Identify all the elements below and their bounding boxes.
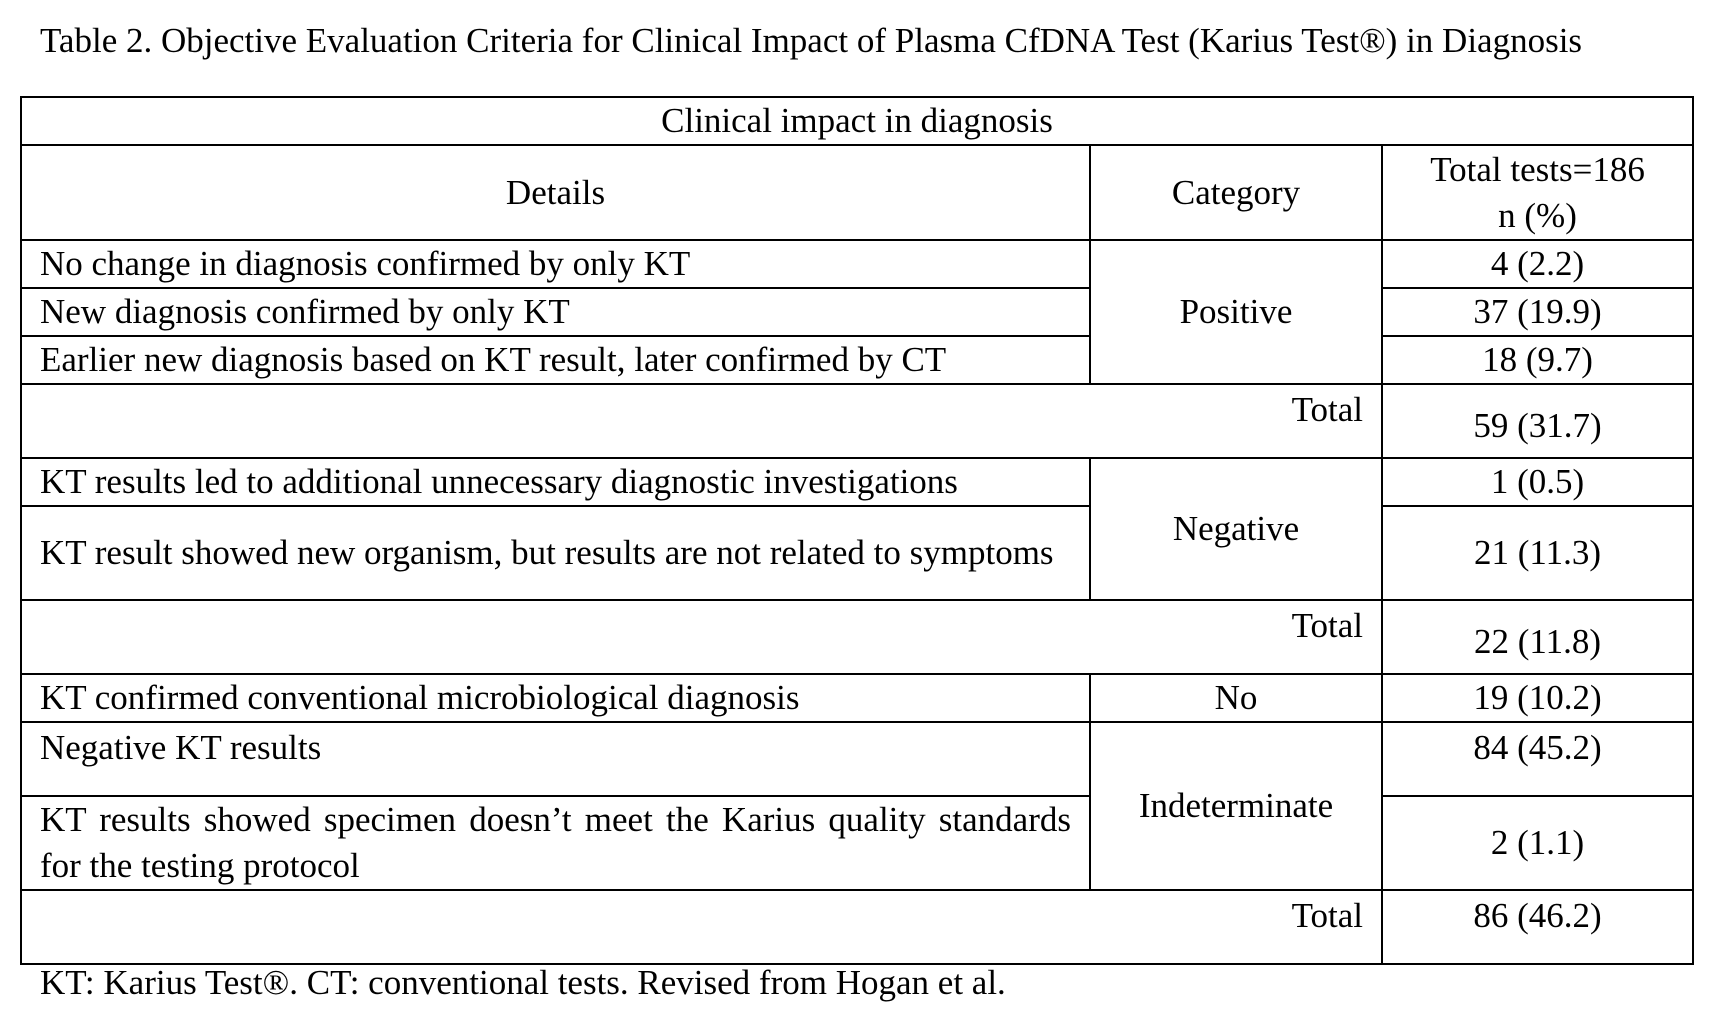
table-footnote: KT: Karius Test®. CT: conventional tests…: [40, 963, 1006, 1002]
total-label: Total: [20, 599, 1383, 675]
table-caption: Table 2. Objective Evaluation Criteria f…: [40, 21, 1583, 60]
value-cell: 19 (10.2): [1380, 673, 1695, 723]
category-negative: Negative: [1089, 457, 1383, 601]
total-row: Total 59 (31.7): [20, 383, 1695, 459]
header-row: Details Category Total tests=186 n (%): [20, 144, 1695, 241]
table-row: KT result showed new organism, but resul…: [20, 505, 1695, 601]
value-cell: 37 (19.9): [1380, 287, 1695, 337]
table-row: KT results led to additional unnecessary…: [20, 457, 1695, 601]
detail-cell: Negative KT results: [20, 721, 1091, 797]
table-row: Negative KT results Indeterminate 84 (45…: [20, 721, 1695, 891]
detail-cell: No change in diagnosis confirmed by only…: [20, 239, 1091, 289]
total-label: Total: [20, 889, 1383, 965]
clinical-impact-table: Clinical impact in diagnosis Details Cat…: [19, 96, 1695, 965]
table-title-row: Clinical impact in diagnosis: [19, 96, 1695, 146]
value-cell: 21 (11.3): [1380, 505, 1695, 601]
table-row: New diagnosis confirmed by only KT 37 (1…: [20, 287, 1695, 337]
detail-cell: KT confirmed conventional microbiologica…: [20, 673, 1091, 723]
total-label: Total: [20, 383, 1383, 459]
total-value: 59 (31.7): [1380, 383, 1695, 459]
table-row: KT confirmed conventional microbiologica…: [20, 673, 1695, 723]
category-positive: Positive: [1089, 239, 1383, 385]
detail-cell: New diagnosis confirmed by only KT: [20, 287, 1091, 337]
detail-cell: Earlier new diagnosis based on KT result…: [20, 335, 1091, 385]
total-row: Total 86 (46.2): [20, 889, 1695, 965]
table-row: KT results showed specimen doesn’t meet …: [20, 795, 1695, 891]
detail-cell: KT results led to additional unnecessary…: [20, 457, 1091, 507]
header-total-line2: n (%): [1498, 195, 1577, 235]
table-row: Earlier new diagnosis based on KT result…: [20, 335, 1695, 385]
detail-cell: KT results showed specimen doesn’t meet …: [20, 795, 1091, 891]
value-cell: 2 (1.1): [1380, 795, 1695, 891]
total-row: Total 22 (11.8): [20, 599, 1695, 675]
detail-cell: KT result showed new organism, but resul…: [20, 505, 1091, 601]
category-no: No: [1089, 673, 1383, 723]
value-cell: 1 (0.5): [1380, 457, 1695, 507]
table-row: No change in diagnosis confirmed by only…: [20, 239, 1695, 385]
category-indeterminate: Indeterminate: [1089, 721, 1383, 891]
value-cell: 4 (2.2): [1380, 239, 1695, 289]
total-value: 86 (46.2): [1380, 889, 1695, 965]
value-cell: 84 (45.2): [1380, 721, 1695, 797]
header-total-line1: Total tests=186: [1430, 149, 1645, 189]
header-details: Details: [20, 144, 1091, 241]
header-total: Total tests=186 n (%): [1380, 144, 1695, 241]
table-title: Clinical impact in diagnosis: [19, 96, 1695, 146]
total-value: 22 (11.8): [1380, 599, 1695, 675]
header-category: Category: [1089, 144, 1383, 241]
value-cell: 18 (9.7): [1380, 335, 1695, 385]
